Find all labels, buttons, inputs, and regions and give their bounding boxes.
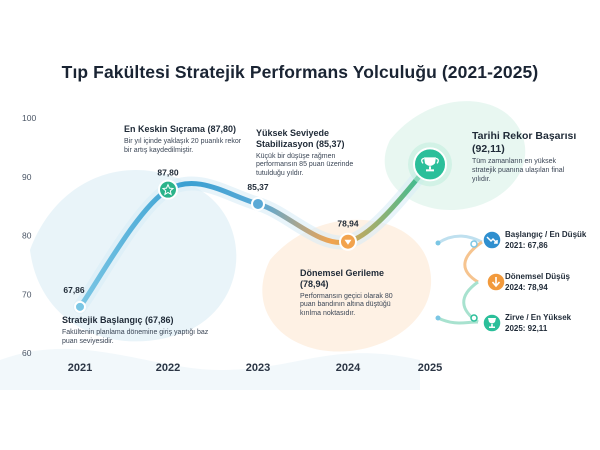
- side-dot: [470, 314, 478, 322]
- x-tick-label: 2024: [336, 362, 361, 374]
- side-item-start-label: Başlangıç / En Düşük 2021: 67,86: [505, 230, 587, 250]
- y-tick-label: 80: [22, 231, 32, 241]
- y-tick-label: 100: [22, 113, 36, 123]
- y-tick-label: 90: [22, 172, 32, 182]
- annotation-record: Tarihi Rekor Başarısı (92,11) Tüm zamanl…: [472, 130, 577, 183]
- data-label: 67,86: [63, 285, 85, 295]
- side-dot: [470, 240, 478, 248]
- star-icon: [161, 183, 175, 196]
- data-label: 78,94: [337, 219, 359, 229]
- chart-title: Tıp Fakültesi Stratejik Performans Yolcu…: [61, 62, 539, 82]
- side-connector: [437, 316, 479, 325]
- x-tick-label: 2023: [246, 362, 270, 374]
- data-label: 87,80: [157, 168, 179, 178]
- side-dot: [435, 315, 441, 321]
- data-point: [158, 179, 178, 200]
- arrow-down-icon: [344, 239, 352, 245]
- side-connector: [463, 240, 483, 284]
- annotation-dip: Dönemsel Gerileme (78,94) Performansın g…: [300, 268, 393, 318]
- annotation-stable: Yüksek Seviyede Stabilizasyon (85,37) Kü…: [256, 128, 354, 178]
- data-label: 85,37: [247, 182, 269, 192]
- x-tick-label: 2025: [418, 362, 442, 374]
- side-item-dip: Dönemsel Düşüş 2024: 78,94: [480, 272, 590, 294]
- side-item-start: Başlangıç / En Düşük 2021: 67,86: [480, 230, 590, 252]
- trend-down-icon: [486, 236, 498, 244]
- side-item-peak-label: Zirve / En Yüksek 2025: 92,11: [505, 313, 572, 333]
- trophy-icon: [421, 157, 439, 172]
- side-connector: [437, 234, 483, 245]
- arrow-down-icon: [491, 277, 501, 288]
- side-item-dip-label: Dönemsel Düşüş 2024: 78,94: [505, 272, 570, 292]
- x-tick-label: 2022: [156, 362, 180, 374]
- data-point: [251, 196, 265, 211]
- side-dot: [435, 240, 441, 246]
- data-point: [74, 300, 86, 313]
- trophy-icon: [488, 318, 496, 328]
- y-tick-label: 70: [22, 289, 32, 299]
- annotation-jump: En Keskin Sıçrama (87,80) Bir yıl içinde…: [124, 124, 242, 154]
- annotation-start: Stratejik Başlangıç (67,86) Fakültenin p…: [62, 315, 209, 345]
- x-tick-label: 2021: [68, 362, 92, 374]
- side-item-peak: Zirve / En Yüksek 2025: 92,11: [480, 313, 590, 335]
- y-tick-label: 60: [22, 348, 32, 358]
